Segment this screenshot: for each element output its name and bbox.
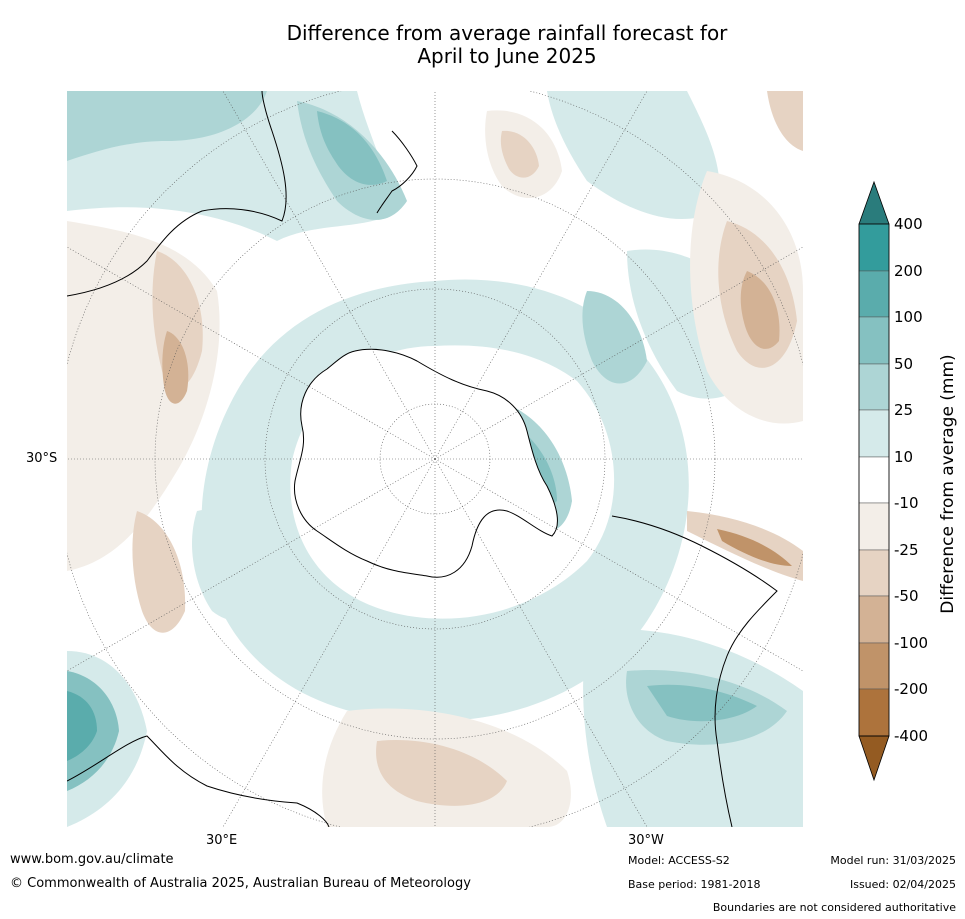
colorbar-tick: -25 <box>894 541 919 559</box>
australia-coastline <box>67 91 287 297</box>
colorbar-over-triangle <box>858 180 890 225</box>
colorbar-swatch-minus200-400 <box>858 688 890 737</box>
wet-top-left-med <box>67 91 267 161</box>
colorbar-swatch-10-25 <box>858 409 890 458</box>
issued-date: Issued: 02/04/2025 <box>849 878 956 891</box>
new-zealand-coastline <box>376 130 418 214</box>
colorbar-swatch-minus100-200 <box>858 642 890 690</box>
colorbar-tick: -400 <box>894 727 929 745</box>
continent-coastlines <box>67 91 778 827</box>
colorbar-tick: -100 <box>894 634 929 652</box>
colorbar-swatch-100-200 <box>858 270 890 318</box>
colorbar-tick: 400 <box>894 215 923 233</box>
wet-south-pacific-med <box>582 291 647 384</box>
colorbar-tick: 200 <box>894 262 923 280</box>
title-line-2: April to June 2025 <box>417 44 597 68</box>
copyright-notice: © Commonwealth of Australia 2025, Austra… <box>10 876 471 891</box>
website-link[interactable]: www.bom.gov.au/climate <box>10 852 174 867</box>
wet-nz-med <box>317 111 387 185</box>
colorbar-swatch-minus50-100 <box>858 595 890 644</box>
colorbar-tick: 25 <box>894 401 914 419</box>
dry-chile-dark <box>717 529 792 566</box>
model-run-date: Model run: 31/03/2025 <box>830 854 956 867</box>
colorbar-swatch-minus10-25 <box>858 502 890 551</box>
dry-right-dark <box>740 271 780 349</box>
colorbar-tick: -200 <box>894 680 929 698</box>
colorbar-under-triangle <box>858 735 890 782</box>
wet-indian-ocean <box>192 509 277 621</box>
colorbar-label: Difference from average (mm) <box>938 354 958 614</box>
dry-top-center-med <box>500 130 539 178</box>
colorbar-tick: 100 <box>894 308 923 326</box>
colorbar-swatch-neutral <box>858 456 890 504</box>
longitude-label-east: 30°E <box>206 833 238 848</box>
model-name: Model: ACCESS-S2 <box>628 854 730 867</box>
colorbar-tick: 50 <box>894 355 914 373</box>
polar-rainfall-map <box>67 91 803 827</box>
wet-bottom-left-dark <box>67 691 97 761</box>
antarctica-coastline <box>293 348 558 578</box>
colorbar-swatch-50-100 <box>858 316 890 365</box>
colorbar-tick: -50 <box>894 587 919 605</box>
wet-sa-dark <box>647 684 757 722</box>
dry-left-lower <box>132 511 186 633</box>
wet-top-right <box>547 91 720 220</box>
south-america-coastline <box>611 515 778 827</box>
colorbar-swatch-minus25-50 <box>858 549 890 597</box>
dry-right-topcorner <box>767 91 803 151</box>
boundaries-disclaimer: Boundaries are not considered authoritat… <box>712 901 956 914</box>
colorbar <box>858 180 890 782</box>
title-line-1: Difference from average rainfall forecas… <box>286 21 728 45</box>
colorbar-tick: -10 <box>894 494 919 512</box>
base-period: Base period: 1981-2018 <box>628 878 761 891</box>
colorbar-tick: 10 <box>894 448 914 466</box>
rainfall-anomaly-shading <box>67 91 803 827</box>
longitude-label-west: 30°W <box>628 833 664 848</box>
map-title: Difference from average rainfall forecas… <box>0 22 965 68</box>
colorbar-swatch-200-400 <box>858 223 890 272</box>
dry-left-dark <box>162 331 189 404</box>
graticule <box>67 91 803 827</box>
colorbar-swatch-25-50 <box>858 363 890 411</box>
africa-coastline <box>67 735 330 827</box>
dry-bottom-center-med <box>376 740 507 806</box>
latitude-label: 30°S <box>26 451 58 466</box>
